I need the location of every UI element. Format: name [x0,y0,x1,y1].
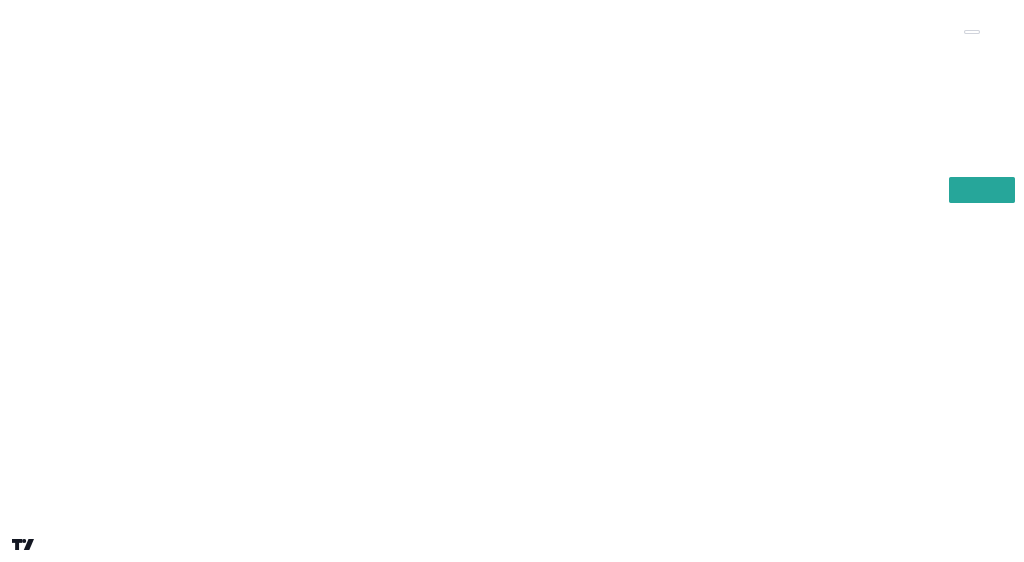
macd-legend[interactable] [14,427,34,441]
legend-ma50-row[interactable] [14,49,38,65]
currency-button[interactable] [964,30,980,34]
footer [12,538,40,551]
legend-volume-row[interactable] [14,65,38,81]
legend-ma200-row[interactable] [14,98,38,114]
tradingview-logo[interactable] [12,538,34,551]
current-price-value [949,177,1015,178]
legend-ma100-row[interactable] [14,82,38,98]
legend-symbol-row[interactable] [14,33,38,49]
time-axis[interactable] [8,505,948,533]
price-axis[interactable] [948,27,1018,533]
current-price-badge [949,177,1015,203]
rsi-legend[interactable] [14,385,24,399]
legend-panel [14,33,38,114]
